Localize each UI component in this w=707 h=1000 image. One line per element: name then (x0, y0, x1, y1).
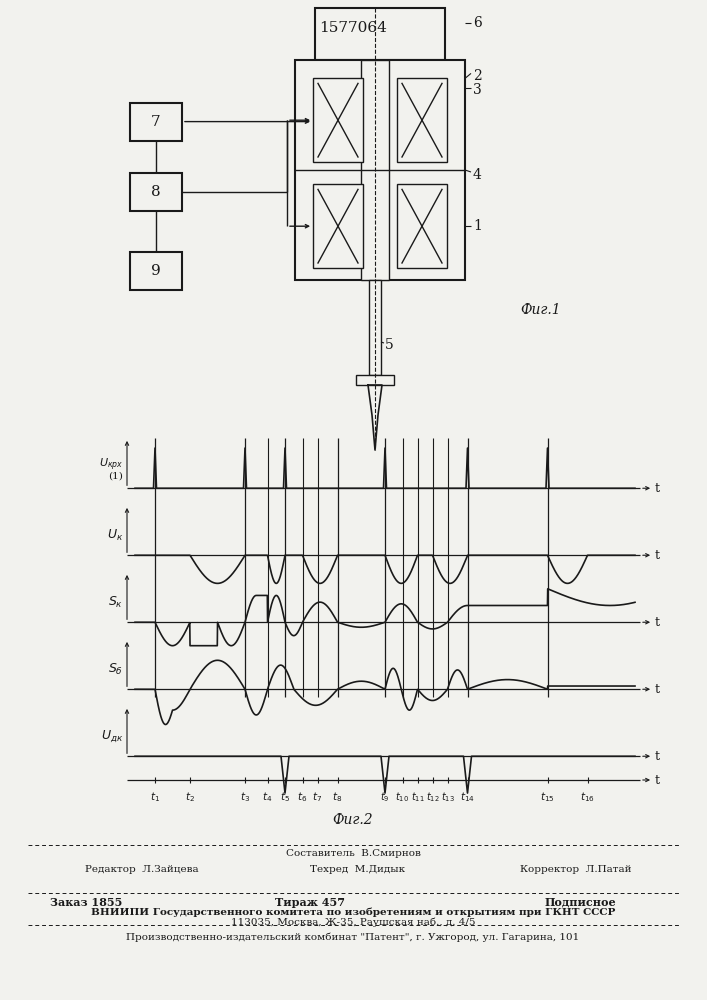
Text: 5: 5 (385, 338, 394, 352)
Text: $t_{11}$: $t_{11}$ (411, 790, 424, 804)
Bar (361, 60, 389, 280)
Bar (130, 252, 182, 290)
Text: Техред  М.Дидык: Техред М.Дидык (310, 864, 405, 874)
Text: $t_{16}$: $t_{16}$ (580, 790, 595, 804)
Text: $t_{10}$: $t_{10}$ (395, 790, 409, 804)
Text: Производственно-издательский комбинат "Патент", г. Ужгород, ул. Гагарина, 101: Производственно-издательский комбинат "П… (127, 932, 580, 942)
Text: Корректор  Л.Патай: Корректор Л.Патай (520, 864, 631, 874)
Text: $t_4$: $t_4$ (262, 790, 273, 804)
Text: 113035, Москва, Ж-35, Раушская наб., д. 4/5: 113035, Москва, Ж-35, Раушская наб., д. … (230, 917, 475, 927)
Text: Подписное: Подписное (544, 896, 616, 908)
Bar (313, 184, 363, 268)
Bar (295, 60, 465, 280)
Text: ВНИИПИ Государственного комитета по изобретениям и открытиям при ГКНТ СССР: ВНИИПИ Государственного комитета по изоб… (90, 907, 615, 917)
Text: t: t (655, 549, 660, 562)
Text: $t_2$: $t_2$ (185, 790, 195, 804)
Text: Фиг.1: Фиг.1 (520, 303, 561, 317)
Bar (397, 184, 447, 268)
Bar (130, 173, 182, 211)
Text: t: t (655, 750, 660, 763)
Bar (369, 280, 381, 375)
Text: $t_1$: $t_1$ (150, 790, 160, 804)
Text: $t_9$: $t_9$ (380, 790, 390, 804)
Text: $S_б$: $S_б$ (108, 662, 123, 677)
Bar (356, 375, 394, 385)
Bar (313, 78, 363, 162)
Text: $t_{13}$: $t_{13}$ (440, 790, 455, 804)
Text: $t_{12}$: $t_{12}$ (426, 790, 439, 804)
Text: $t_5$: $t_5$ (280, 790, 290, 804)
Bar (315, 8, 445, 60)
Text: $t_3$: $t_3$ (240, 790, 250, 804)
Text: $t_6$: $t_6$ (298, 790, 308, 804)
Text: 4: 4 (473, 168, 482, 182)
Text: (1): (1) (108, 472, 123, 481)
Text: $U_{крх}$: $U_{крх}$ (98, 457, 123, 473)
Text: $U_к$: $U_к$ (107, 528, 123, 543)
Bar (397, 78, 447, 162)
Text: 6: 6 (473, 16, 481, 30)
Text: t: t (655, 482, 660, 495)
Text: 7: 7 (151, 115, 160, 129)
Text: Заказ 1855: Заказ 1855 (50, 896, 122, 908)
Text: 8: 8 (151, 185, 160, 199)
Text: $t_{15}$: $t_{15}$ (540, 790, 555, 804)
Text: $t_8$: $t_8$ (332, 790, 343, 804)
Text: $U_{дк}$: $U_{дк}$ (100, 728, 123, 744)
Text: 1577064: 1577064 (319, 21, 387, 35)
Bar (130, 103, 182, 141)
Text: Составитель  В.Смирнов: Составитель В.Смирнов (286, 848, 421, 857)
Text: 9: 9 (151, 264, 161, 278)
Text: 2: 2 (473, 69, 481, 83)
Text: $t_{14}$: $t_{14}$ (460, 790, 475, 804)
Text: t: t (655, 616, 660, 629)
Text: t: t (655, 774, 660, 786)
Text: $S_к$: $S_к$ (108, 595, 123, 610)
Text: $t_7$: $t_7$ (312, 790, 322, 804)
Text: 3: 3 (473, 83, 481, 97)
Text: Фиг.2: Фиг.2 (333, 813, 373, 827)
Text: t: t (655, 683, 660, 696)
Text: Редактор  Л.Зайцева: Редактор Л.Зайцева (85, 864, 199, 874)
Text: 1: 1 (473, 219, 482, 233)
Text: Тираж 457: Тираж 457 (275, 896, 345, 908)
